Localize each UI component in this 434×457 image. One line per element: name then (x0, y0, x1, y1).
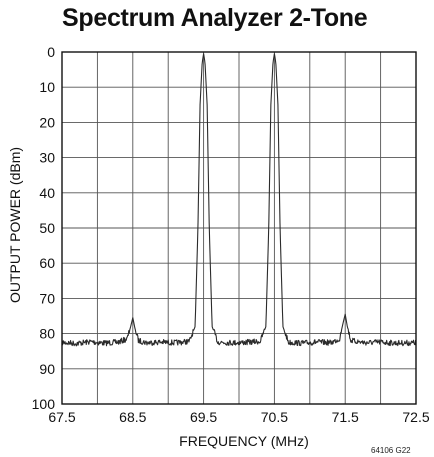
y-tick-label: 90 (39, 361, 55, 377)
y-tick-label: 30 (39, 150, 55, 166)
chart-title: Spectrum Analyzer 2-Tone (62, 4, 368, 32)
x-axis-label: FREQUENCY (MHz) (179, 433, 309, 449)
figure-id: 64106 G22 (371, 446, 411, 455)
y-tick-label: 50 (39, 220, 55, 236)
y-tick-label: 70 (39, 290, 55, 306)
x-tick-label: 68.5 (119, 409, 146, 425)
x-tick-label: 67.5 (48, 409, 75, 425)
y-tick-label: 60 (39, 255, 55, 271)
y-tick-label: 20 (39, 114, 55, 130)
y-tick-label: 100 (32, 396, 56, 412)
x-tick-label: 69.5 (190, 409, 217, 425)
y-tick-label: 10 (39, 79, 55, 95)
y-tick-label: 40 (39, 185, 55, 201)
y-tick-label: 80 (39, 326, 55, 342)
y-tick-label: 0 (47, 44, 55, 60)
spectrum-trace (61, 53, 417, 347)
x-tick-label: 70.5 (261, 409, 288, 425)
x-tick-label: 71.5 (332, 409, 359, 425)
plot-frame (61, 51, 417, 405)
y-axis-label: OUTPUT POWER (dBm) (7, 147, 23, 303)
x-tick-label: 72.5 (402, 409, 429, 425)
